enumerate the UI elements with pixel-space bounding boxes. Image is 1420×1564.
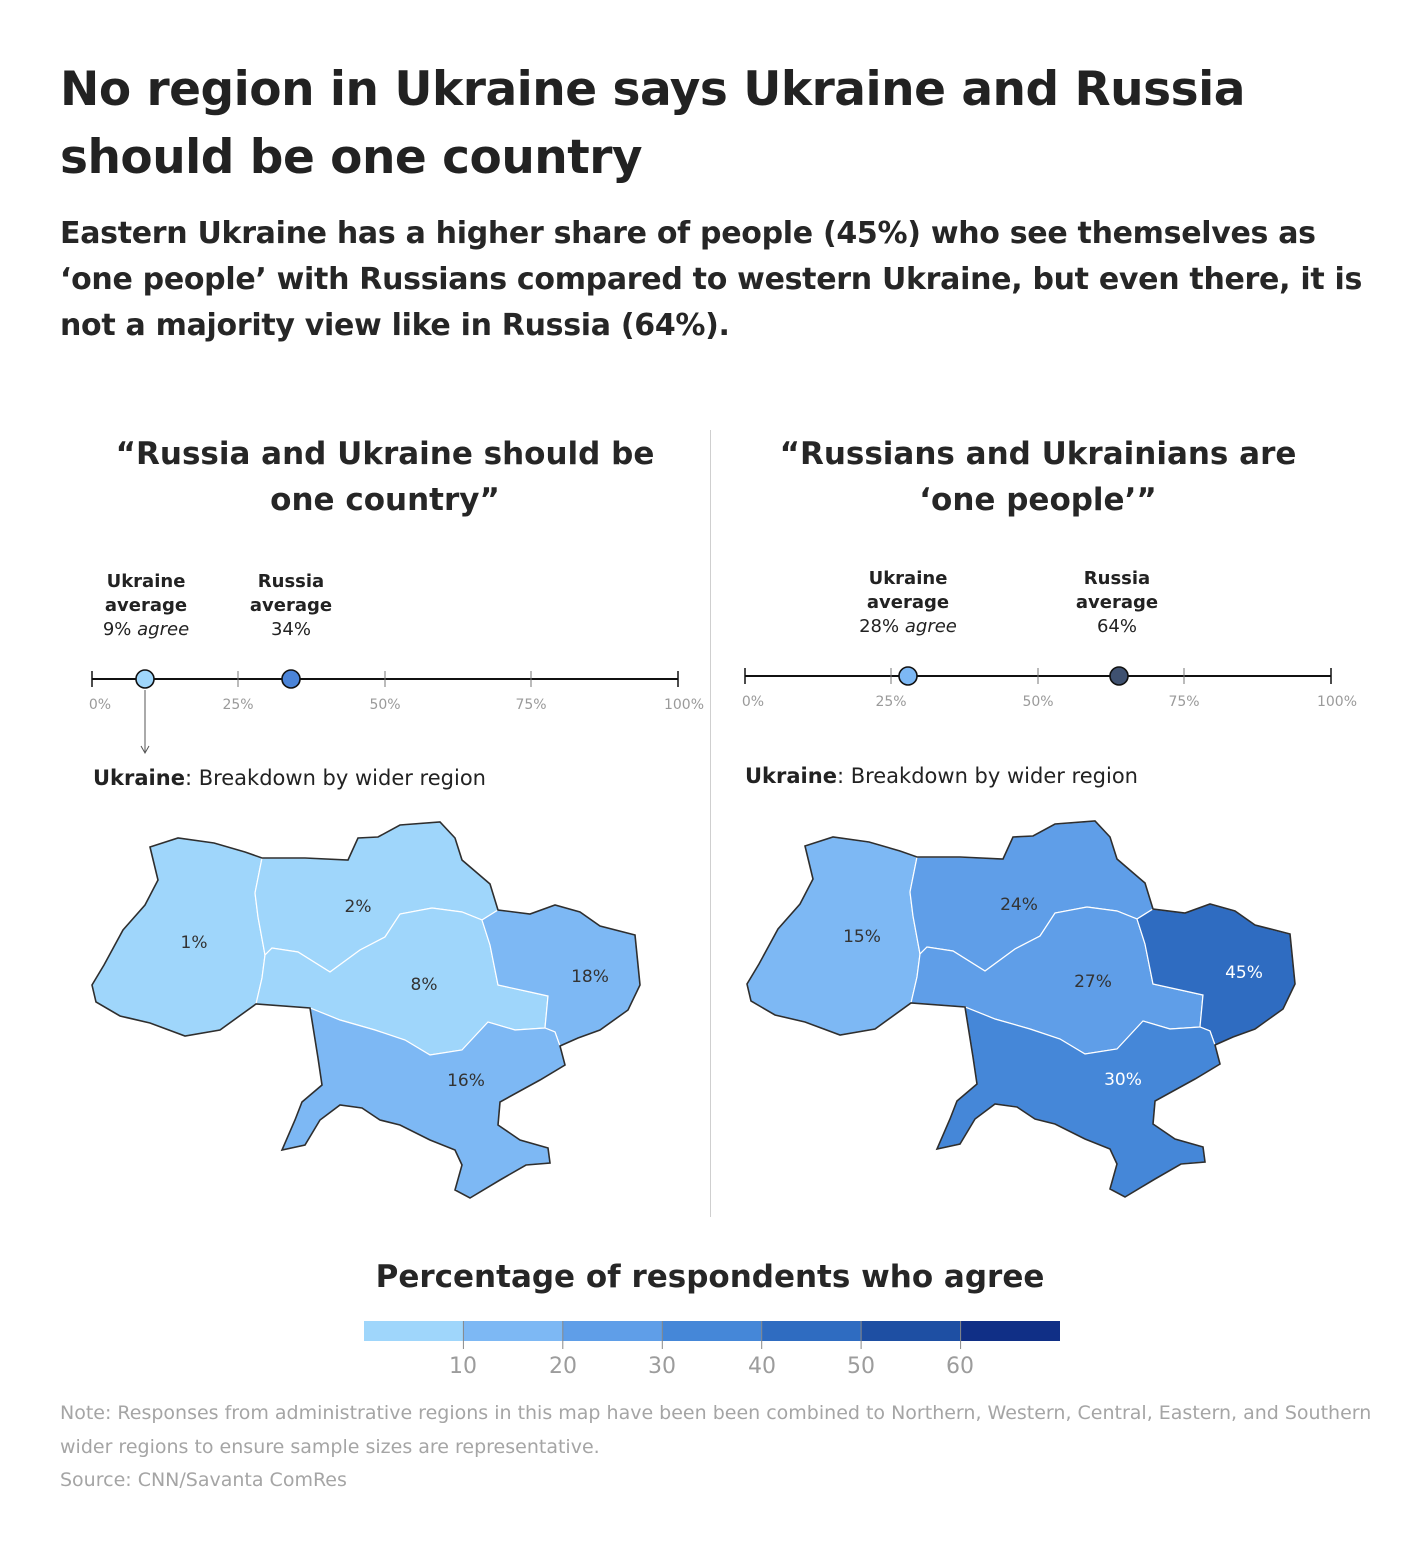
panel-2-tick-25: 25% [875,694,907,710]
legend-swatch-5 [761,1321,862,1341]
panel-1-ukraine-dot [135,669,155,689]
panel-2-tick-0: 0% [741,694,765,710]
region-value-northern: 24% [1000,895,1038,915]
panel-2-ukraine-dot [898,666,918,686]
legend-swatch-4 [662,1321,762,1341]
panel-2-tick-50: 50% [1022,694,1054,710]
panel-1-tick-100: 100% [663,697,705,713]
legend-swatch-1 [364,1321,464,1341]
headline: No region in Ukraine says Ukraine and Ru… [60,62,1245,185]
region-value-central: 8% [411,975,438,995]
panel-1-ukraine-avg-label: Ukraine average 9% agree [102,571,190,640]
legend-tick-10: 10 [449,1354,477,1379]
panel-1-title: “Russia and Ukraine should be one countr… [115,436,655,518]
map-outline [746,820,1296,1198]
panel-1-russia-avg-label: Russia average 34% [249,571,333,640]
region-western [746,836,921,1036]
panel-2-breakdown-label: Ukraine: Breakdown by wider region [745,764,1138,788]
region-value-eastern: 45% [1225,963,1263,983]
legend-tick-60: 60 [946,1354,974,1379]
panel-1-breakdown-label: Ukraine: Breakdown by wider region [93,766,486,790]
region-western [91,837,266,1037]
region-value-southern: 16% [447,1071,485,1091]
legend-swatch-2 [463,1321,563,1341]
map-outline [91,821,641,1199]
panel-2-map: 15% 24% 27% 45% 30% [746,820,1296,1198]
legend-tick-30: 30 [648,1354,676,1379]
panel-1-tick-50: 50% [369,697,401,713]
legend-swatch-7 [960,1321,1060,1341]
legend-color-scale [364,1321,1060,1341]
panel-1-tick-25: 25% [222,697,254,713]
panel-2-scale [744,666,1332,686]
note-text: Note: Responses from administrative regi… [60,1402,1372,1458]
panel-1-tick-0: 0% [88,697,112,713]
panel-1-scale [91,669,679,755]
panel-divider [710,430,711,1217]
legend-tick-20: 20 [549,1354,577,1379]
panel-2-russia-avg-label: Russia average 64% [1075,568,1159,637]
region-value-eastern: 18% [571,967,609,987]
region-value-western: 15% [843,927,881,947]
panel-2-title: “Russians and Ukrainians are ‘one people… [779,436,1297,518]
region-value-northern: 2% [345,897,372,917]
panel-1-map: 1% 2% 8% 18% 16% [91,821,641,1199]
legend-tick-marks [462,1321,962,1349]
panel-2-ukraine-avg-label: Ukraine average 28% agree [859,568,957,637]
panel-2-tick-75: 75% [1168,694,1200,710]
source-text: Source: CNN/Savanta ComRes [60,1469,347,1491]
panel-2-tick-100: 100% [1316,694,1358,710]
legend-tick-50: 50 [847,1354,875,1379]
panel-2-russia-dot [1109,666,1129,686]
panel-1-russia-dot [281,669,301,689]
legend-tick-40: 40 [748,1354,776,1379]
legend-title: Percentage of respondents who agree [375,1259,1045,1295]
subhead: Eastern Ukraine has a higher share of pe… [60,216,1363,343]
panel-1-tick-75: 75% [515,697,547,713]
region-value-western: 1% [181,933,208,953]
region-value-southern: 30% [1104,1070,1142,1090]
region-value-central: 27% [1074,972,1112,992]
legend-swatch-3 [562,1321,663,1341]
legend-swatch-6 [861,1321,961,1341]
